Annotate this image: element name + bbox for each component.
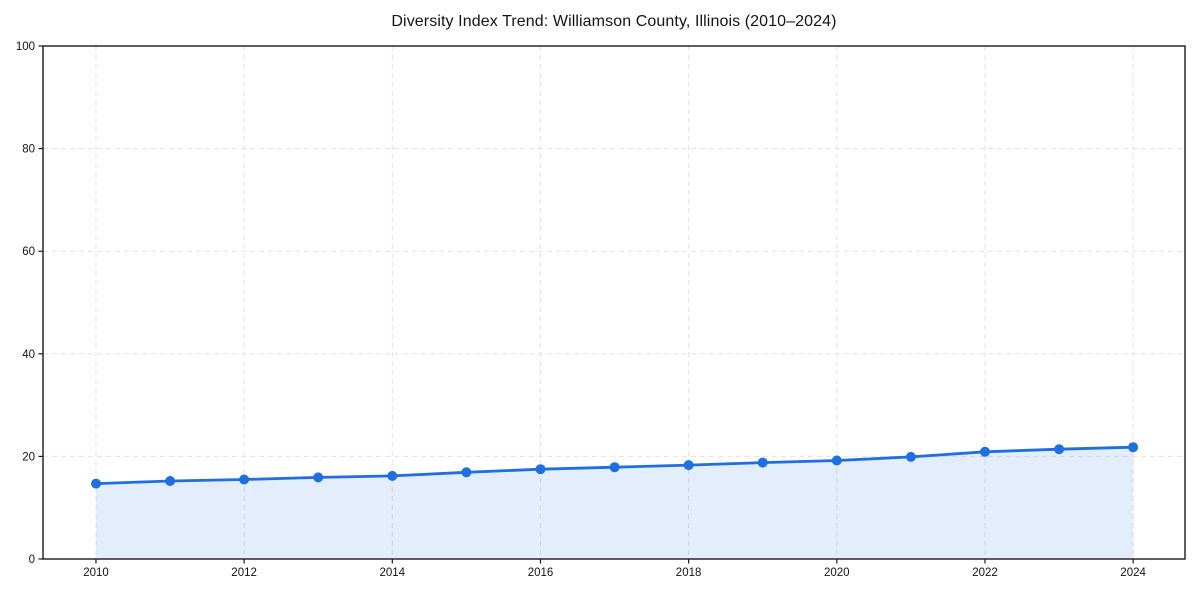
data-point [683,460,694,471]
x-tick-label: 2022 [972,567,998,579]
x-axis-labels: 2010 2012 2014 2016 2018 2020 2022 2024 [83,567,1146,579]
data-points [91,442,1139,489]
data-point [980,446,990,457]
data-point [609,462,620,473]
data-point [535,464,546,475]
x-tick-label: 2010 [83,567,109,579]
x-tick-label: 2018 [676,567,702,579]
data-point [165,476,176,486]
area-fill [96,447,1134,559]
data-point [831,455,842,466]
y-axis-labels: 0 20 40 60 80 100 [16,41,35,566]
y-tick-label: 20 [22,451,35,463]
x-tick-label: 2016 [528,567,554,579]
y-tick-label: 40 [22,349,35,361]
plot-border [42,45,1186,560]
x-tick-label: 2024 [1120,567,1146,579]
data-point [239,474,250,485]
x-tick-label: 2012 [231,567,257,579]
y-tick-label: 80 [22,144,35,156]
x-tick-label: 2020 [824,567,850,579]
data-point [1054,444,1065,455]
chart-title: Diversity Index Trend: Williamson County… [391,13,837,30]
y-tick-label: 100 [16,41,35,53]
y-tick-label: 0 [29,554,35,566]
data-point [1128,442,1139,453]
axis-ticks [38,45,1134,564]
data-point [461,467,472,478]
data-point [905,451,916,462]
y-tick-label: 60 [22,246,35,258]
data-point [313,472,324,483]
data-point [91,478,101,489]
data-point [387,470,398,481]
data-point [757,457,768,468]
x-tick-label: 2014 [380,567,406,579]
